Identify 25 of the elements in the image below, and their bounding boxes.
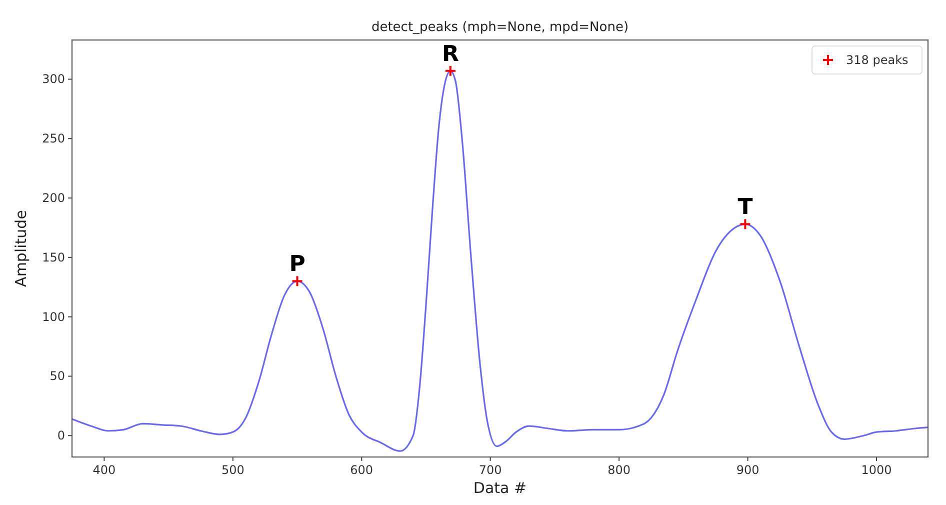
point [444, 64, 456, 77]
y-tick-label: 150 [42, 250, 65, 264]
legend-label: 318 peaks [846, 53, 908, 67]
annotation: P [289, 252, 306, 278]
annotation: T [738, 195, 753, 220]
x-axis-title: Data # [473, 479, 527, 497]
x-tick-label: 600 [350, 463, 374, 477]
point [739, 218, 752, 230]
annotation: R [442, 42, 459, 67]
x-tick-label: 400 [92, 463, 116, 477]
y-axis-title: Amplitude [12, 210, 30, 287]
y-tick-label: 300 [42, 72, 65, 86]
x-tick-label: 700 [478, 463, 502, 477]
chart-title: detect_peaks (mph=None, mpd=None) [371, 20, 629, 35]
x-tick-label: 800 [608, 463, 631, 477]
y-tick-label: 200 [42, 191, 65, 206]
y-tick-label: 0 [57, 428, 65, 443]
y-tick-label: 100 [42, 310, 65, 324]
x-tick-label: 500 [221, 463, 244, 477]
line-series [72, 70, 928, 452]
x-tick-label: 1000 [861, 463, 892, 477]
y-tick-label: 50 [50, 369, 65, 384]
x-tick-label: 900 [736, 463, 760, 477]
y-tick-label: 250 [42, 132, 65, 146]
point [291, 275, 304, 288]
